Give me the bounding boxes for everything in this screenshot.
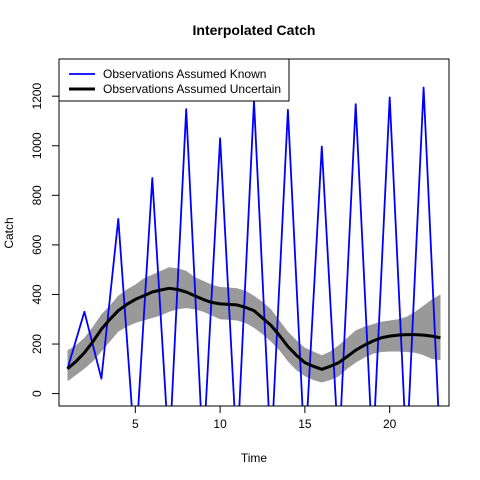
plot-area bbox=[66, 86, 441, 406]
x-tick-label: 10 bbox=[213, 417, 227, 431]
x-tick-label: 5 bbox=[132, 417, 139, 431]
legend-label-uncertain: Observations Assumed Uncertain bbox=[103, 82, 281, 96]
legend-box bbox=[58, 58, 290, 102]
y-tick-label: 600 bbox=[30, 235, 44, 255]
uncertainty-band bbox=[67, 267, 441, 383]
series-line-known bbox=[66, 86, 440, 406]
y-tick-label: 200 bbox=[30, 334, 44, 354]
legend: Observations Assumed Known Observations … bbox=[58, 58, 290, 102]
y-tick-label: 400 bbox=[30, 284, 44, 304]
y-axis: 0 200 400 600 800 1000 1200 bbox=[30, 83, 59, 397]
legend-label-known: Observations Assumed Known bbox=[103, 67, 266, 81]
y-tick-label: 1200 bbox=[30, 83, 44, 110]
x-axis: 5 10 15 20 bbox=[132, 406, 397, 431]
y-tick-label: 1000 bbox=[30, 132, 44, 159]
y-tick-label: 0 bbox=[30, 390, 44, 397]
series-line-uncertain bbox=[66, 286, 441, 371]
chart-title: Interpolated Catch bbox=[193, 22, 316, 38]
x-tick-label: 15 bbox=[298, 417, 312, 431]
y-axis-label: Catch bbox=[2, 217, 16, 248]
y-tick-label: 800 bbox=[30, 185, 44, 205]
x-axis-label: Time bbox=[241, 451, 268, 465]
x-tick-label: 20 bbox=[383, 417, 397, 431]
